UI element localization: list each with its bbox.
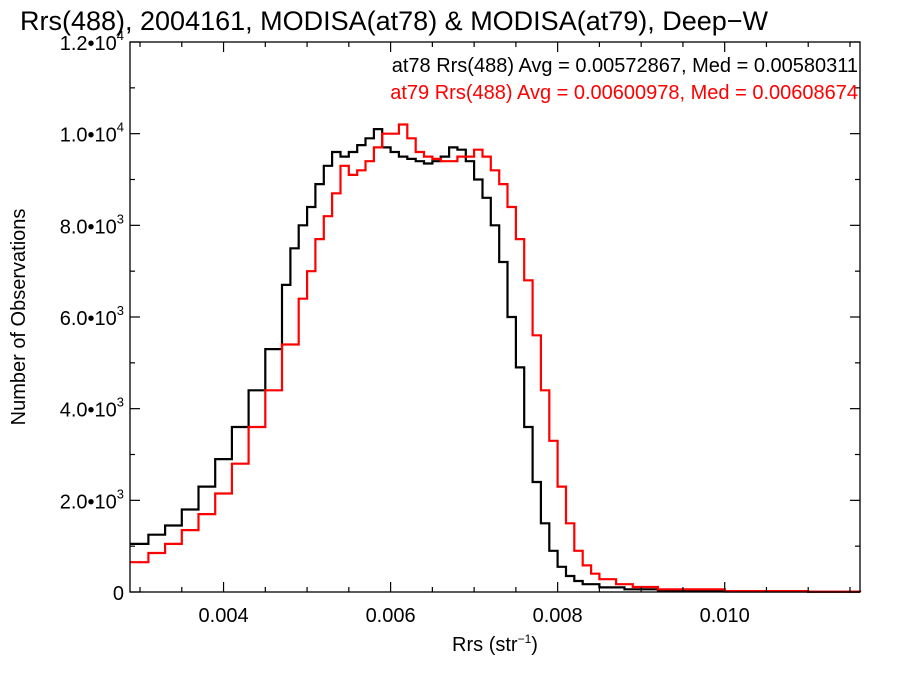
x-tick-label: 0.008 (533, 605, 583, 627)
y-tick-label: 1.2•104 (60, 28, 124, 55)
y-tick-label: 6.0•103 (60, 303, 124, 330)
y-tick-label: 8.0•103 (60, 211, 124, 238)
x-tick-label: 0.010 (700, 605, 750, 627)
y-tick-label: 2.0•103 (60, 486, 124, 513)
y-tick-label: 4.0•103 (60, 395, 124, 422)
legend: at78 Rrs(488) Avg = 0.00572867, Med = 0.… (390, 55, 858, 104)
y-axis-label: Number of Observations (8, 209, 30, 426)
legend-entry-at79: at79 Rrs(488) Avg = 0.00600978, Med = 0.… (390, 82, 858, 104)
series-line-at79 (130, 123, 862, 593)
ticks-layer: 0.004 0.006 0.008 0.010 0 2.0•103 4.0•103 6.0•1… (60, 28, 860, 627)
x-tick-label: 0.006 (366, 605, 416, 627)
y-tick-label: 0 (113, 583, 124, 605)
x-axis-label: Rrs (str−1) (452, 632, 538, 656)
chart-title: Rrs(488), 2004161, MODISA(at78) & MODISA… (20, 6, 769, 36)
y-tick-label: 1.0•104 (60, 120, 124, 147)
legend-entry-at78: at78 Rrs(488) Avg = 0.00572867, Med = 0.… (392, 55, 858, 77)
x-tick-label: 0.004 (199, 605, 249, 627)
series-layer (130, 123, 862, 593)
